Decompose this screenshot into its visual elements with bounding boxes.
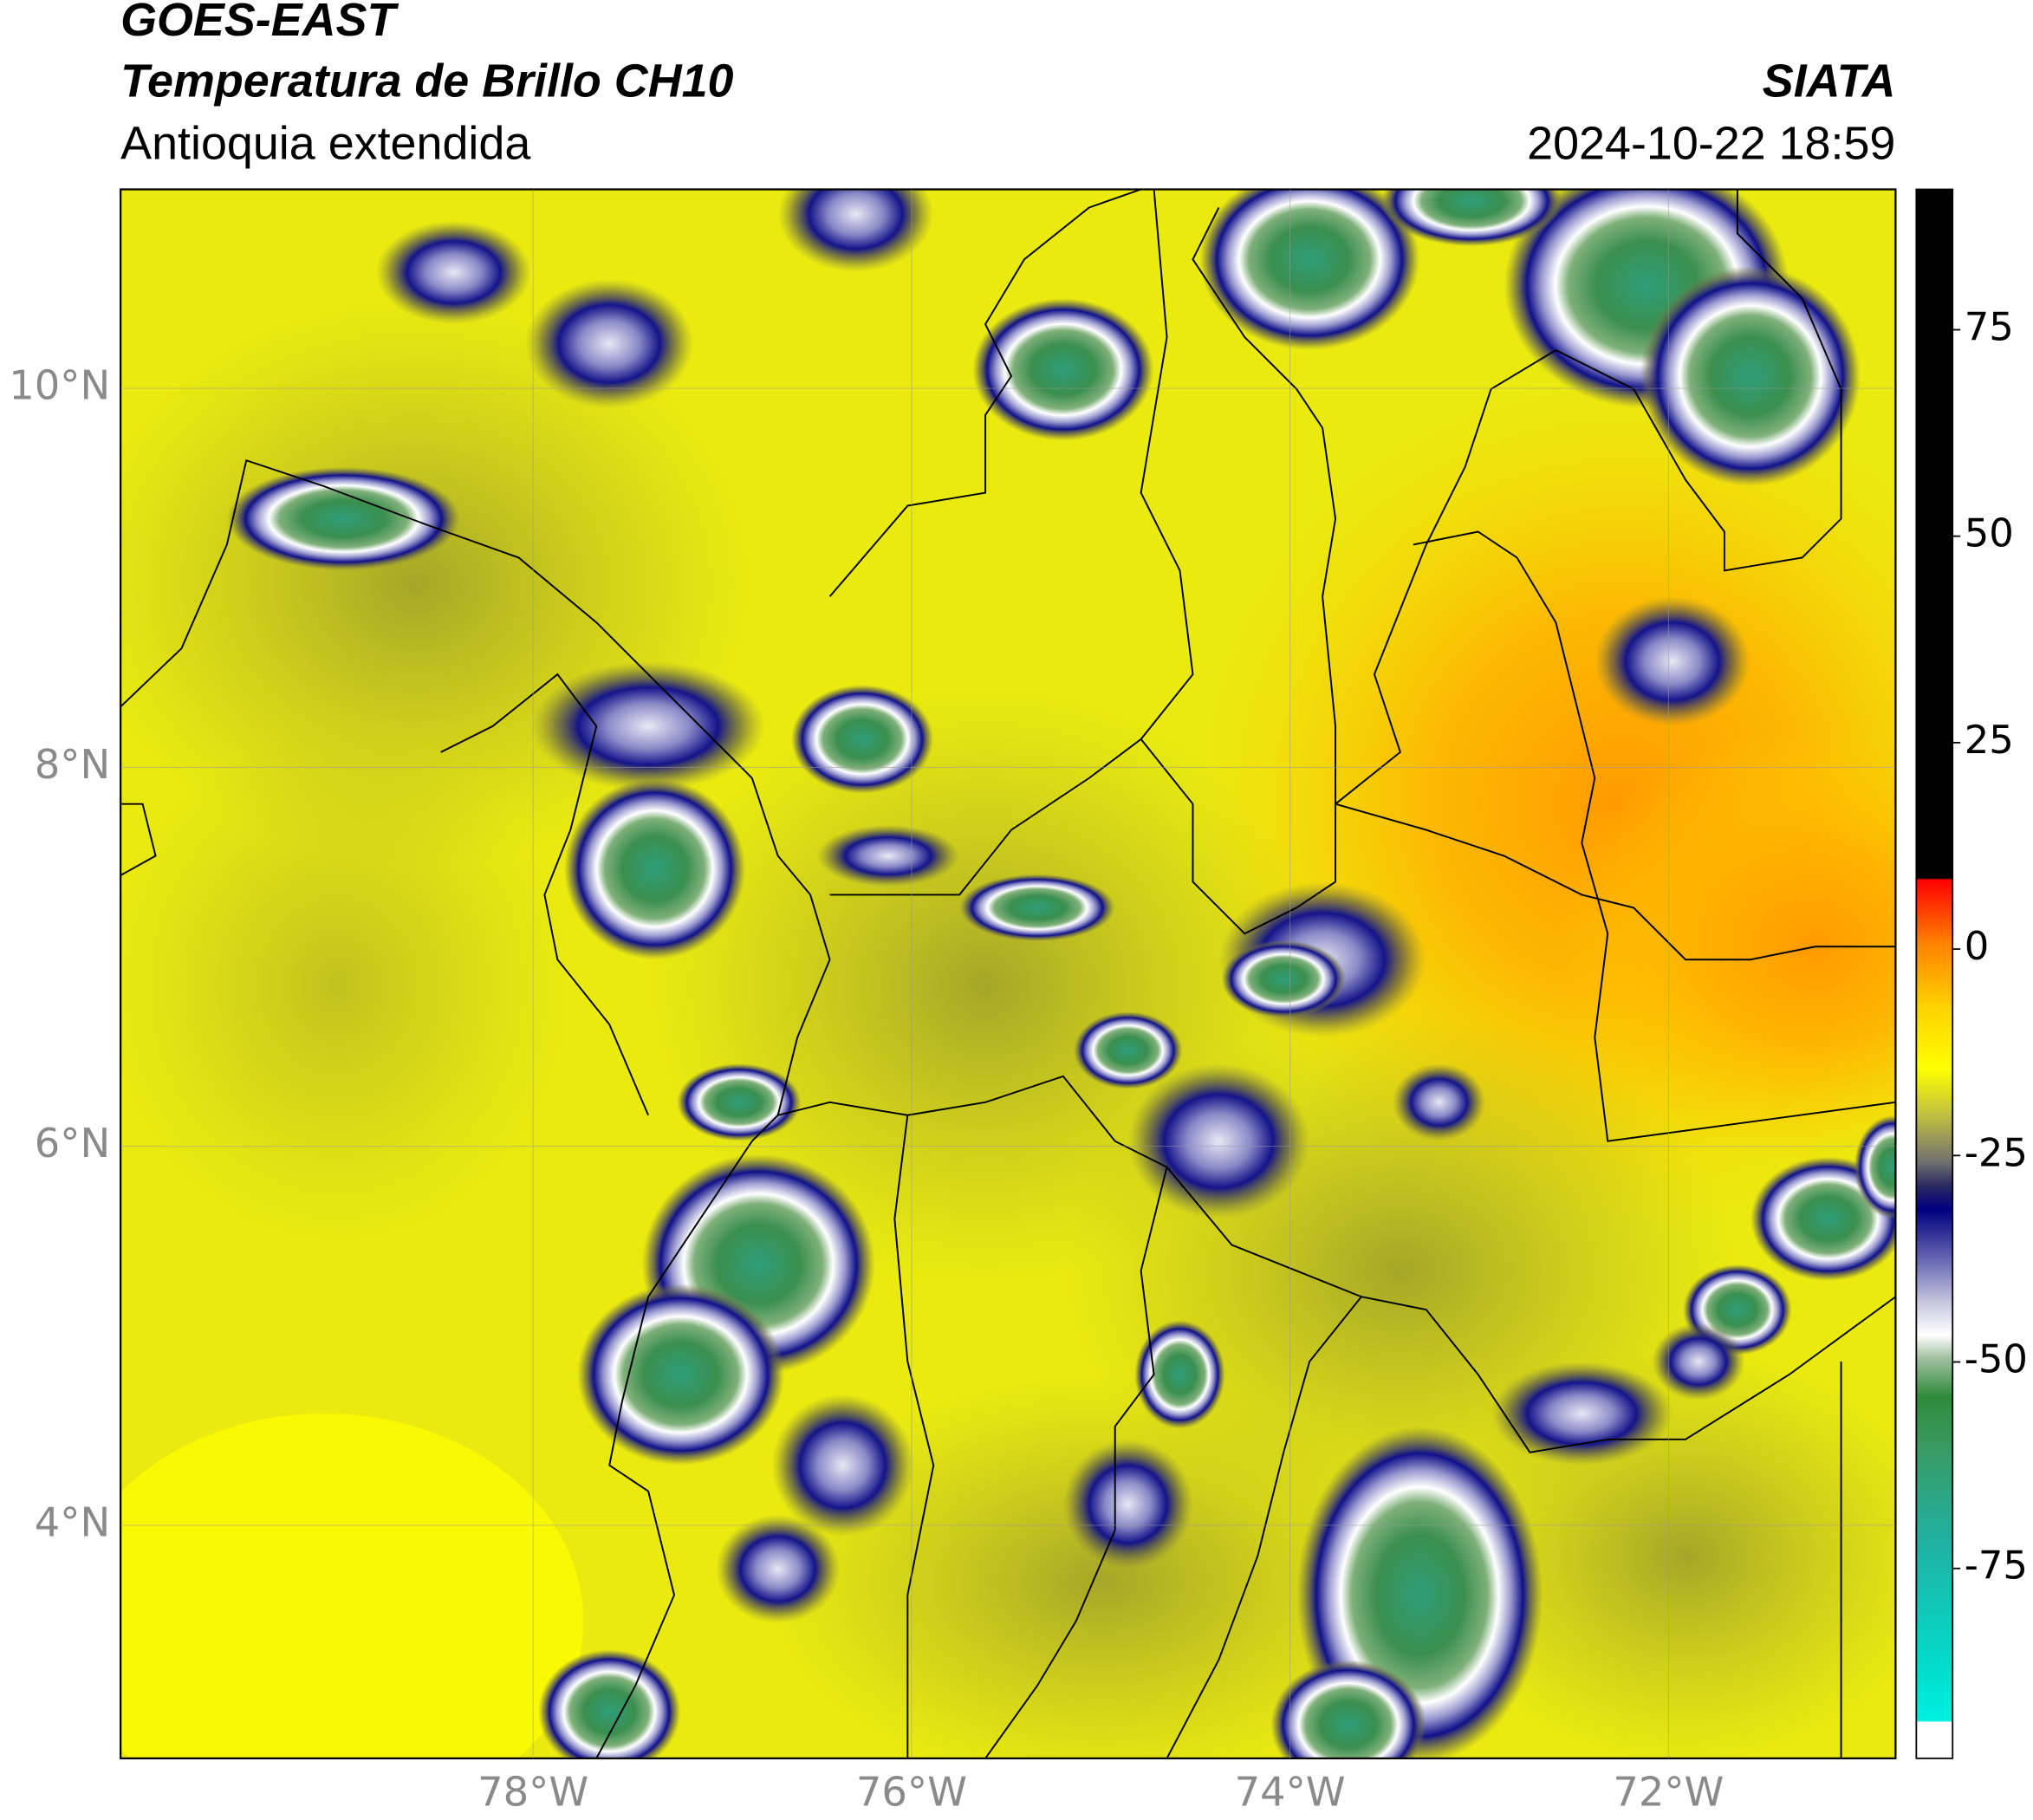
lat-tick-label: 10°N xyxy=(9,362,110,409)
lon-tick-label: 76°W xyxy=(856,1768,967,1815)
satellite: GOES-EAST xyxy=(120,0,399,46)
cold-clouds xyxy=(226,189,1896,1758)
map-frame xyxy=(120,188,1897,1759)
product: Temperatura de Brillo CH10 xyxy=(120,55,733,107)
lon-tick-label: 78°W xyxy=(477,1768,588,1815)
warm-area xyxy=(1556,725,1896,1167)
datetime: 2024-10-22 18:59 xyxy=(1527,117,1895,169)
colorbar-tick-label: -75 xyxy=(1965,1543,2028,1589)
colorbar-tick-label: -25 xyxy=(1965,1129,2028,1175)
lon-tick-label: 72°W xyxy=(1613,1768,1724,1815)
region: Antioquia extendida xyxy=(120,117,530,169)
colorbar-tick-label: 50 xyxy=(1965,510,2014,556)
colorbar-tick-label: 25 xyxy=(1965,717,2014,763)
borders xyxy=(120,189,1896,1758)
colorbar-tick-label: 75 xyxy=(1965,303,2014,349)
map-image xyxy=(120,189,1896,1758)
colorbar-tick-label: 0 xyxy=(1965,923,1990,969)
agency: SIATA xyxy=(1763,55,1896,107)
lon-tick-label: 74°W xyxy=(1235,1768,1346,1815)
lat-tick-label: 6°N xyxy=(35,1120,110,1167)
warm-area xyxy=(120,1413,584,1758)
lat-tick-label: 8°N xyxy=(35,741,110,788)
colorbar-tick-label: -50 xyxy=(1965,1336,2028,1382)
colorbar xyxy=(1915,188,1954,1759)
cloud-cover xyxy=(120,726,571,1245)
cloud-cover xyxy=(764,1375,1439,1758)
lat-tick-label: 4°N xyxy=(35,1498,110,1545)
